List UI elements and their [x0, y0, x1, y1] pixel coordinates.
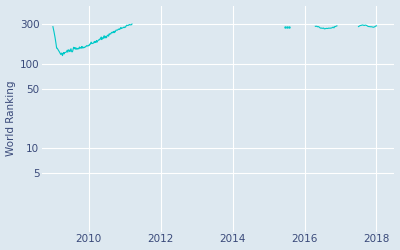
Y-axis label: World Ranking: World Ranking: [6, 81, 16, 156]
